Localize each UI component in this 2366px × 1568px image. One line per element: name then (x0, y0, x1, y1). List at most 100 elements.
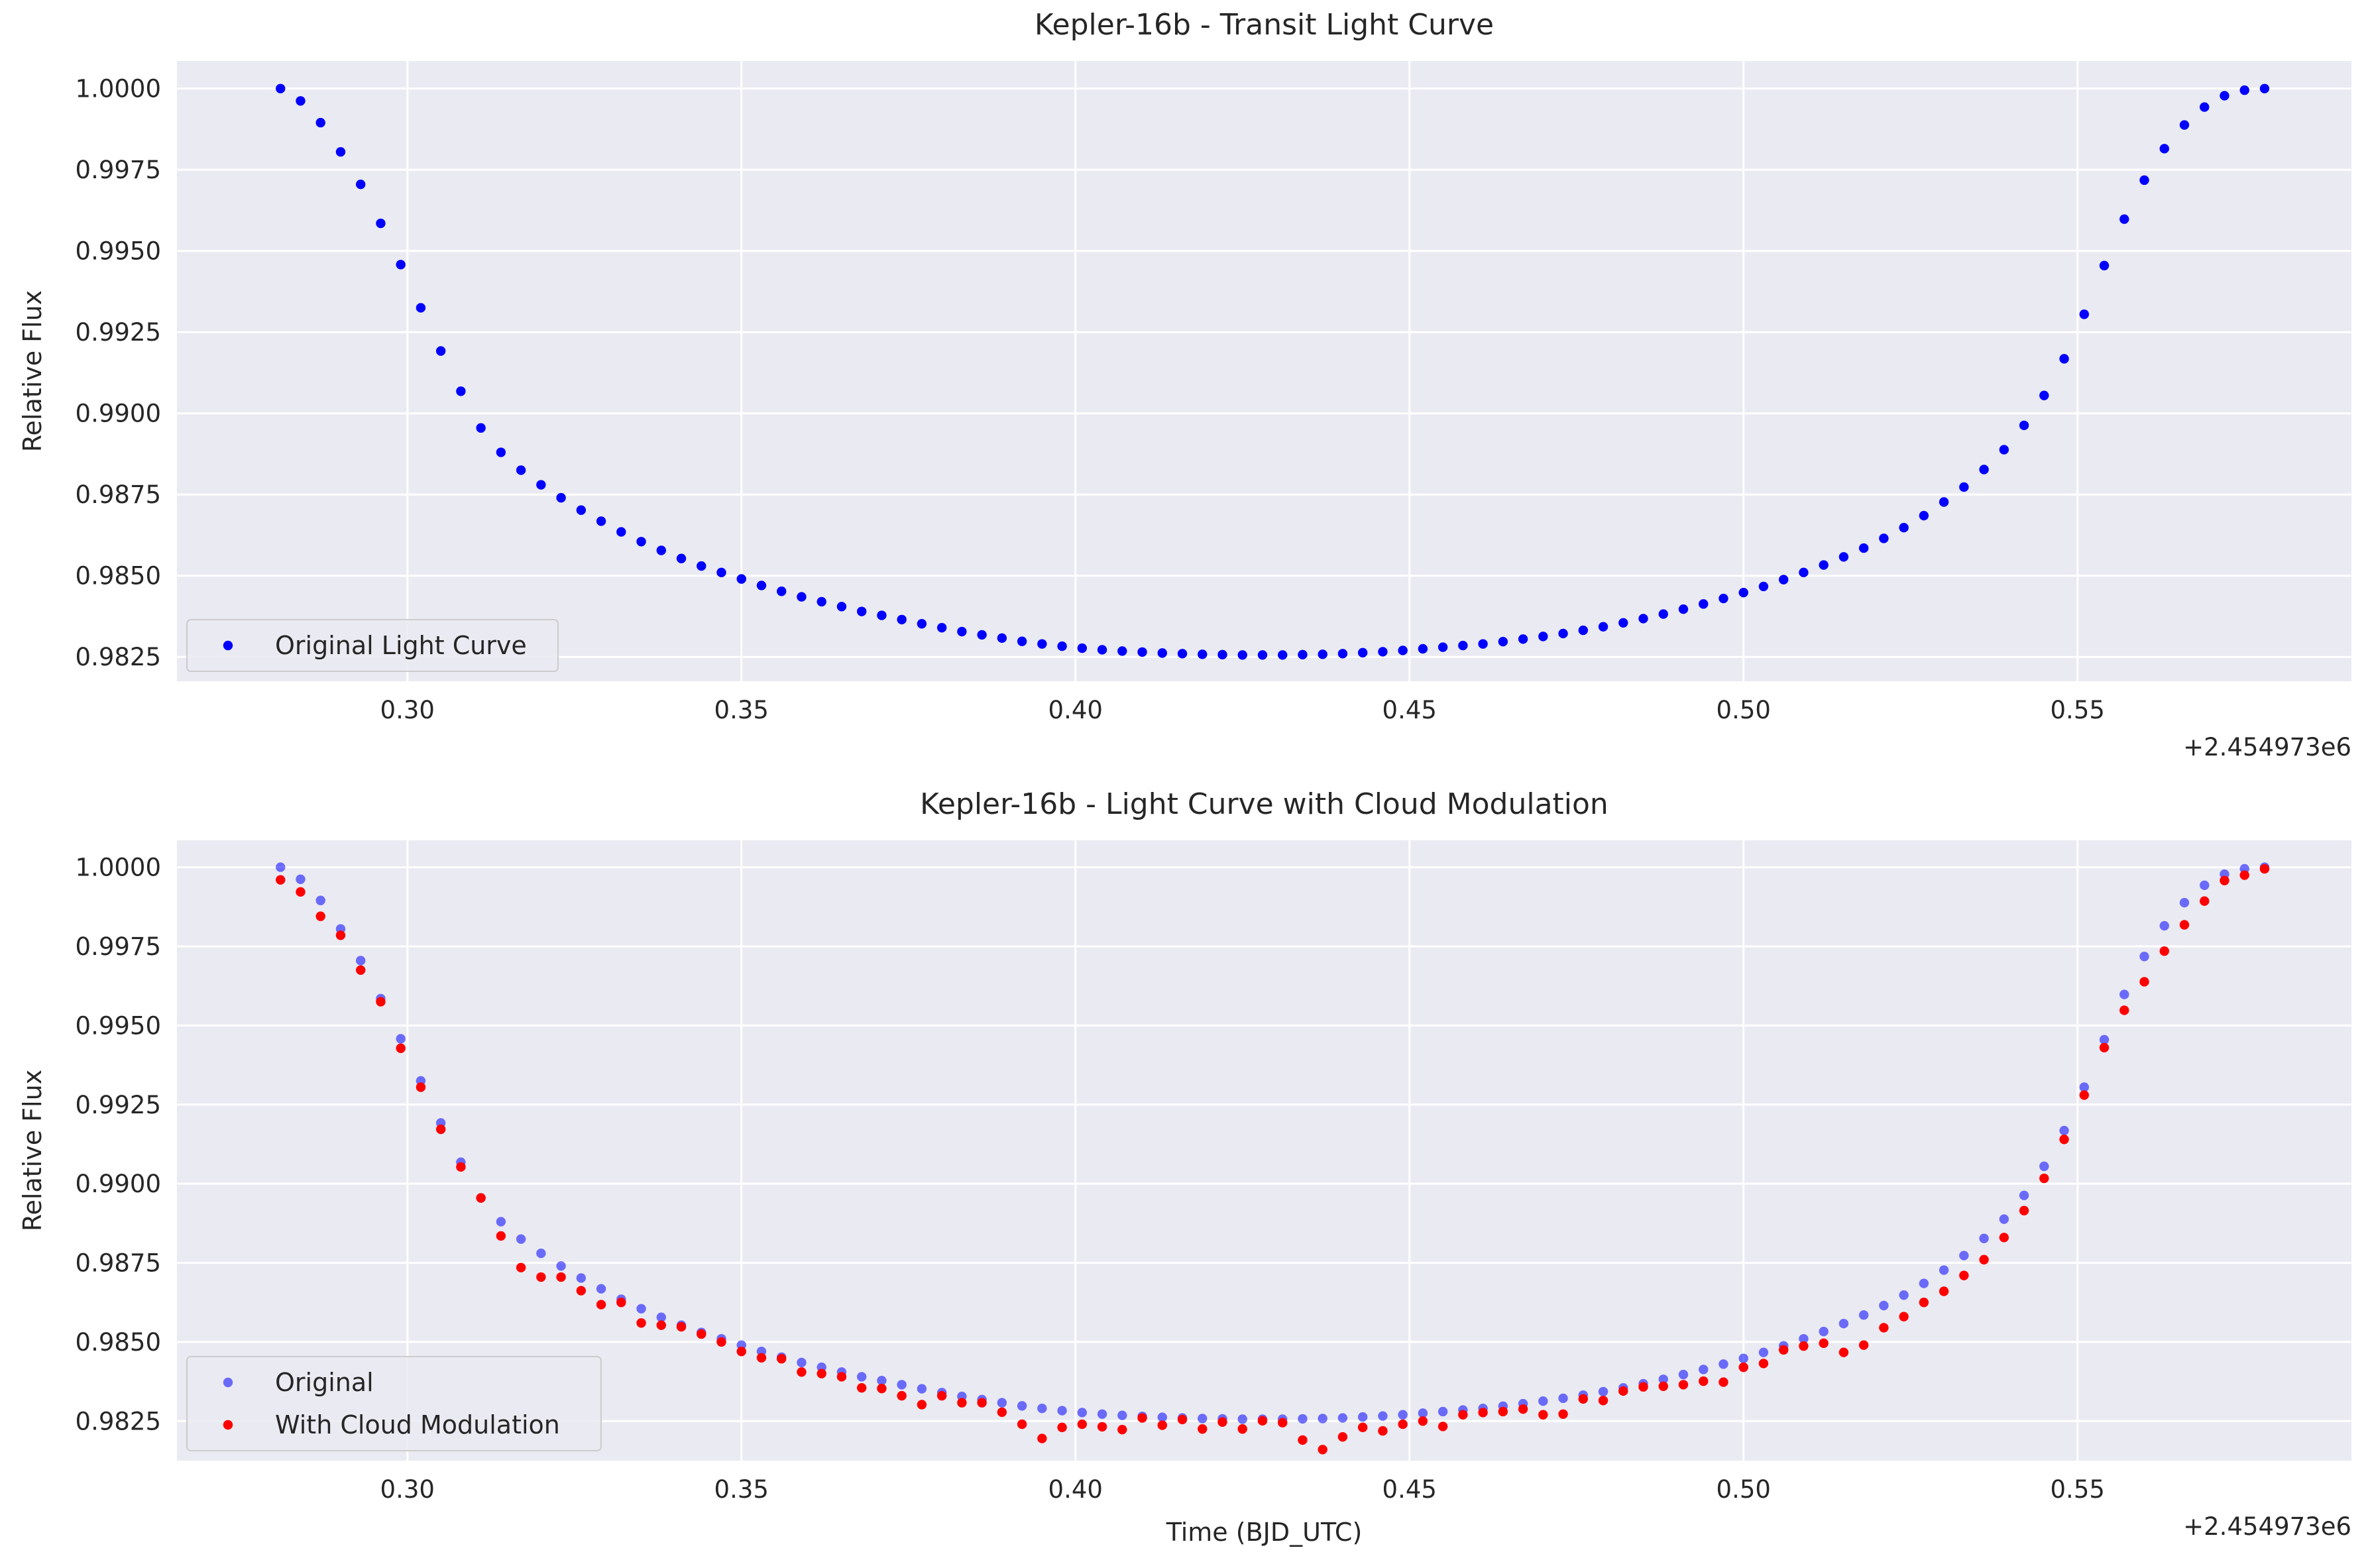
data-point (676, 553, 687, 563)
data-point (716, 567, 726, 578)
data-point (797, 592, 807, 602)
data-point (1378, 1411, 1388, 1421)
data-point (2079, 1082, 2090, 1092)
data-point (616, 1298, 626, 1308)
data-point (1198, 649, 1208, 659)
data-point (656, 545, 666, 555)
data-point (1758, 1359, 1769, 1369)
data-point (736, 574, 746, 584)
data-point (1979, 1233, 1989, 1243)
data-point (1458, 640, 1468, 651)
data-point (1037, 639, 1047, 649)
data-point (1738, 1353, 1748, 1363)
data-point (1318, 1445, 1327, 1455)
data-point (1337, 649, 1348, 659)
data-point (1699, 1365, 1709, 1374)
y-tick-label: 0.9825 (76, 643, 161, 671)
data-point (1879, 1300, 1889, 1311)
data-point (1638, 614, 1648, 624)
data-point (1618, 1386, 1628, 1396)
x-axis-offset-label: +2.454973e6 (2183, 1512, 2351, 1541)
data-point (1137, 647, 1147, 657)
data-point (1858, 1340, 1869, 1350)
data-point (2119, 1005, 2129, 1015)
data-point (1518, 1404, 1528, 1414)
data-point (897, 614, 907, 625)
y-tick-label: 1.0000 (76, 75, 161, 103)
data-point (1959, 482, 1969, 492)
data-point (1939, 497, 1949, 507)
data-point (2139, 952, 2149, 962)
x-tick-label: 0.50 (1717, 696, 1771, 724)
data-point (1738, 1362, 1748, 1372)
data-point (1598, 1386, 1608, 1397)
data-point (2059, 1135, 2069, 1145)
data-point (1017, 1401, 1027, 1411)
data-point (1959, 1270, 1969, 1280)
data-point (1437, 1422, 1448, 1431)
legend: Original With Cloud Modulation (186, 1356, 602, 1451)
data-point (2259, 84, 2270, 93)
y-tick-label: 0.9850 (76, 562, 161, 590)
data-point (1418, 644, 1428, 654)
data-point (1598, 622, 1608, 632)
data-point (276, 84, 286, 93)
data-point (2200, 880, 2210, 891)
data-point (2039, 1173, 2049, 1184)
data-point (1738, 588, 1748, 598)
chart-title: Kepler-16b - Transit Light Curve (1035, 8, 1494, 42)
data-point (296, 874, 306, 884)
data-point (1357, 1412, 1368, 1422)
data-point (1437, 1406, 1448, 1417)
data-point (476, 423, 486, 433)
data-point (2139, 977, 2149, 987)
data-point (2179, 897, 2190, 908)
data-point (1558, 628, 1568, 639)
data-point (777, 1354, 787, 1364)
data-point (596, 1300, 606, 1310)
data-point (1558, 1409, 1568, 1419)
data-point (1198, 1414, 1208, 1424)
x-tick-label: 0.50 (1717, 1475, 1771, 1504)
data-point (376, 997, 386, 1007)
data-point (576, 505, 587, 515)
data-point (1678, 604, 1689, 614)
data-point (697, 1329, 706, 1339)
data-point (997, 1407, 1007, 1418)
data-point (1217, 649, 1227, 660)
data-point (1097, 1409, 1107, 1419)
x-axis-offset-label: +2.454973e6 (2183, 733, 2351, 761)
data-point (1357, 1422, 1368, 1433)
data-point (296, 887, 306, 897)
data-point (697, 561, 706, 571)
data-point (636, 1304, 646, 1314)
data-point (2079, 309, 2090, 319)
data-point (516, 465, 526, 475)
data-point (817, 596, 826, 607)
data-point (276, 862, 286, 872)
y-tick-label: 0.9850 (76, 1328, 161, 1357)
data-point (676, 1321, 687, 1332)
data-point (1157, 648, 1167, 658)
data-point (1718, 593, 1728, 604)
data-point (1398, 645, 1408, 655)
data-point (897, 1380, 907, 1390)
data-point (2099, 1042, 2110, 1052)
data-point (636, 537, 646, 547)
data-point (1237, 1424, 1247, 1434)
data-point (516, 1234, 526, 1244)
data-point (2099, 1035, 2110, 1045)
data-point (2059, 354, 2069, 364)
data-point (1518, 634, 1528, 644)
data-point (636, 1318, 646, 1328)
y-tick-label: 0.9975 (76, 156, 161, 184)
data-point (536, 1249, 546, 1259)
data-point (1538, 1410, 1548, 1420)
data-point (836, 602, 847, 612)
data-point (897, 1390, 907, 1401)
data-point (1699, 1376, 1709, 1386)
data-point (1678, 1369, 1689, 1380)
data-point (1157, 1420, 1167, 1430)
data-point (1177, 1414, 1188, 1425)
x-tick-label: 0.30 (380, 696, 435, 724)
